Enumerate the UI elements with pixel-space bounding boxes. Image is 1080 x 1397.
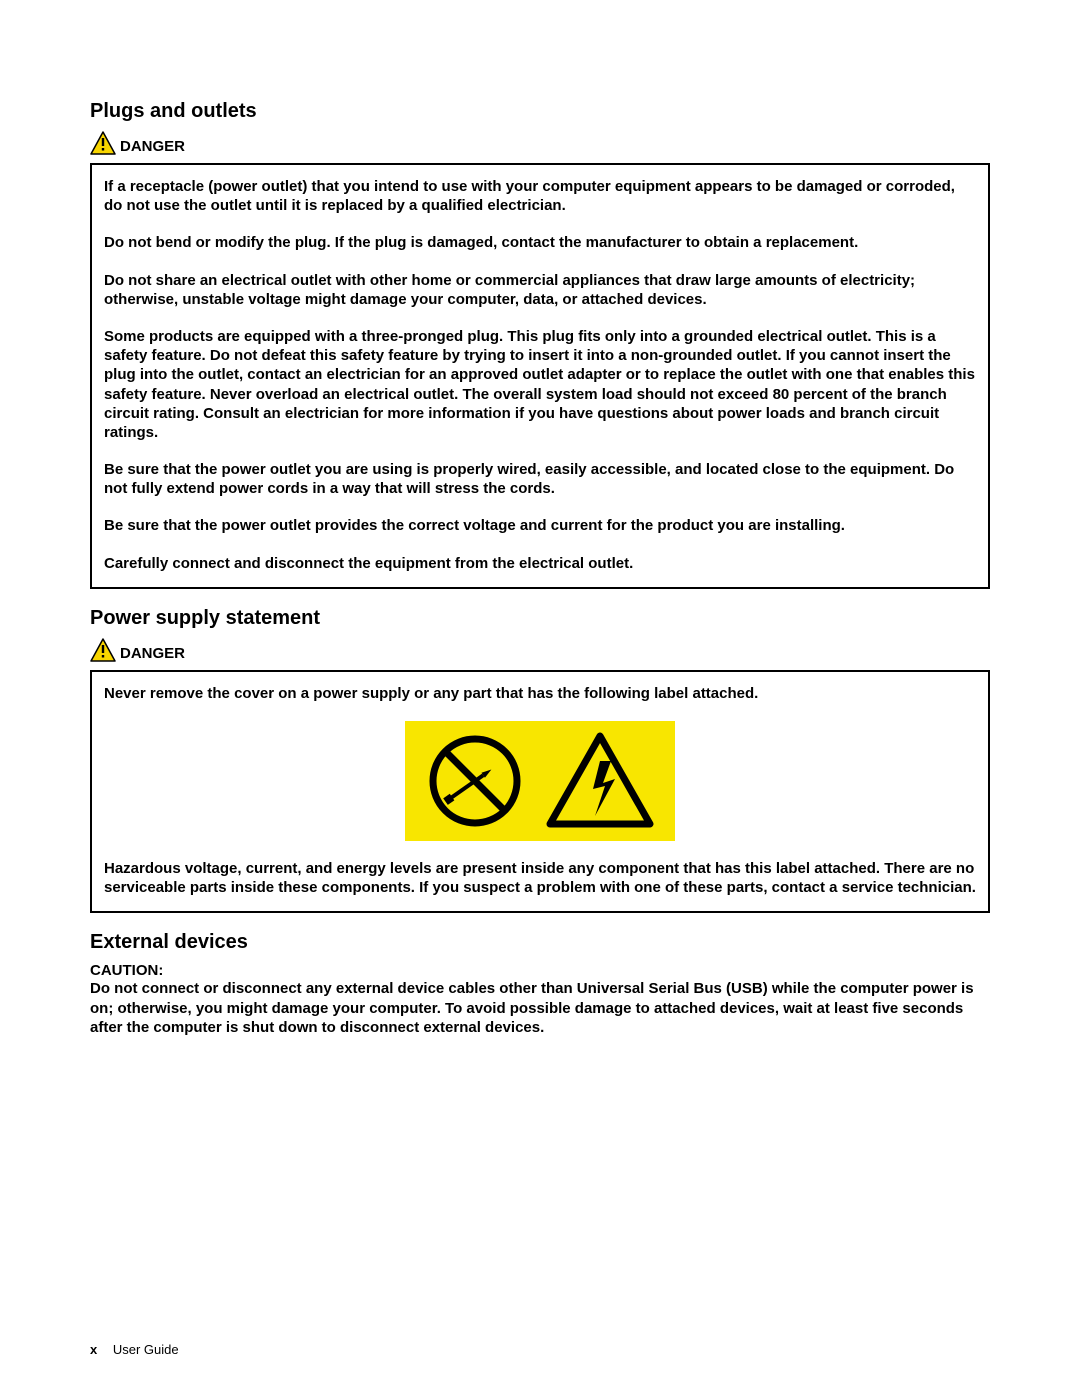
- hazard-label-icon: [405, 721, 675, 841]
- danger-paragraph: Some products are equipped with a three-…: [104, 327, 976, 442]
- page-number: x: [90, 1342, 97, 1357]
- doc-title: User Guide: [113, 1342, 179, 1357]
- caution-label: CAUTION:: [90, 962, 990, 979]
- danger-paragraph: Hazardous voltage, current, and energy l…: [104, 859, 976, 897]
- danger-paragraph: Be sure that the power outlet provides t…: [104, 516, 976, 535]
- danger-paragraph: Be sure that the power outlet you are us…: [104, 460, 976, 498]
- warning-triangle-icon: [90, 638, 116, 662]
- danger-row-1: DANGER: [90, 131, 990, 155]
- danger-paragraph: Carefully connect and disconnect the equ…: [104, 554, 976, 573]
- section-heading-plugs: Plugs and outlets: [90, 100, 990, 123]
- danger-paragraph: Never remove the cover on a power supply…: [104, 684, 976, 703]
- danger-paragraph: Do not bend or modify the plug. If the p…: [104, 233, 976, 252]
- danger-box-power-supply: Never remove the cover on a power supply…: [90, 670, 990, 914]
- document-page: Plugs and outlets DANGER If a receptacle…: [0, 0, 1080, 1397]
- section-heading-external-devices: External devices: [90, 931, 990, 954]
- danger-label-1: DANGER: [120, 138, 185, 155]
- page-footer: x User Guide: [90, 1342, 179, 1357]
- danger-box-plugs: If a receptacle (power outlet) that you …: [90, 163, 990, 589]
- danger-row-2: DANGER: [90, 638, 990, 662]
- danger-label-2: DANGER: [120, 645, 185, 662]
- danger-paragraph: Do not share an electrical outlet with o…: [104, 271, 976, 309]
- warning-triangle-icon: [90, 131, 116, 155]
- section-heading-power-supply: Power supply statement: [90, 607, 990, 630]
- caution-text: Do not connect or disconnect any externa…: [90, 979, 990, 1037]
- danger-paragraph: If a receptacle (power outlet) that you …: [104, 177, 976, 215]
